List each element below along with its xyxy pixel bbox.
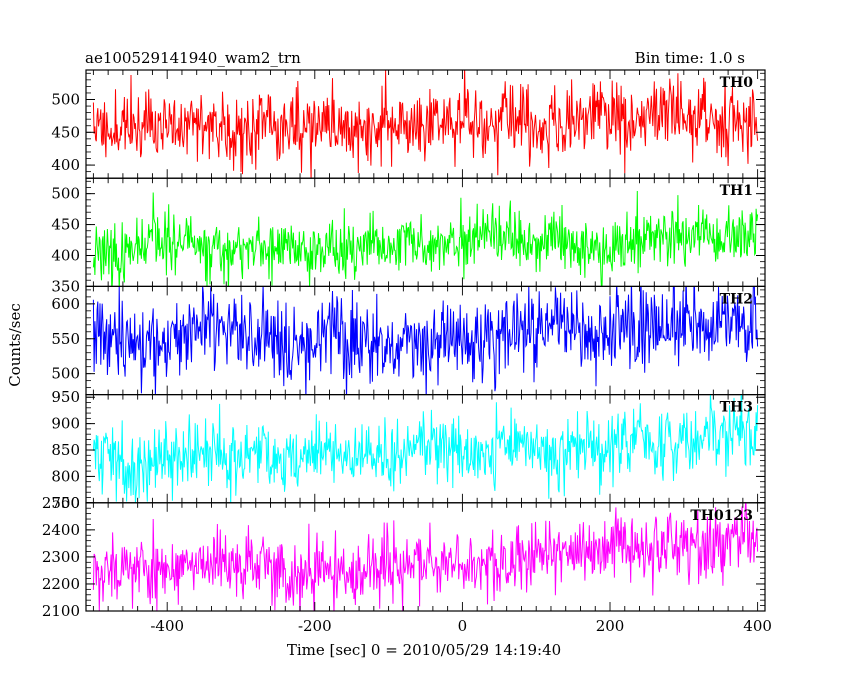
series-label: TH0	[720, 75, 754, 91]
y-tick-label: 500	[51, 185, 80, 203]
y-tick-label: 2200	[42, 575, 80, 593]
y-tick-label: 900	[51, 415, 80, 433]
y-tick-label: 800	[51, 467, 80, 485]
y-tick-label: 2100	[42, 602, 80, 620]
x-tick-label: 200	[596, 617, 625, 635]
x-tick-label: 400	[743, 617, 772, 635]
y-tick-label: 500	[51, 365, 80, 383]
panel-frame	[85, 502, 766, 612]
panel-th0: 400 450 500 TH0	[51, 69, 766, 179]
panel-th2: 500 550 600 TH2	[51, 285, 766, 396]
y-tick-label: 2400	[42, 521, 80, 539]
panel-th3: 750 800 850 900 950 TH3	[51, 388, 766, 512]
series-line-th1	[92, 190, 759, 287]
y-tick-label: 2300	[42, 548, 80, 566]
x-tick-label: -200	[298, 617, 332, 635]
panel-frame	[85, 394, 766, 504]
y-tick-label: 450	[51, 123, 80, 141]
series-label: TH3	[720, 400, 753, 416]
y-tick-label: 950	[51, 388, 80, 406]
y-tick-label: 2500	[42, 494, 80, 512]
y-tick-label: 500	[51, 91, 80, 109]
chart-title: ae100529141940_wam2_trn	[85, 49, 301, 67]
y-tick-label: 400	[51, 156, 80, 174]
y-tick-label: 450	[51, 216, 80, 234]
x-tick-label: -400	[150, 617, 184, 635]
y-tick-label: 850	[51, 441, 80, 459]
y-tick-label: 550	[51, 330, 80, 348]
series-label: TH0123	[690, 508, 753, 524]
y-tick-label: 750	[51, 494, 80, 512]
series-line-th0123	[92, 502, 759, 611]
y-tick-label: 400	[51, 246, 80, 264]
series-line-th0	[92, 70, 759, 179]
series-line-th3	[92, 394, 759, 503]
series-label: TH2	[720, 291, 753, 307]
x-axis-ticks: -400 -200 0 200 400	[150, 617, 772, 635]
y-tick-label: 600	[51, 295, 80, 313]
y-tick-label: 350	[51, 277, 80, 295]
panel-th0123: 2100 2200 2300 2400 2500 TH0123	[42, 494, 766, 620]
panels: 400 450 500 TH0 350 400 450 500 TH1 500 550 600 TH2 7…	[42, 69, 766, 620]
y-axis-label: Counts/sec	[6, 303, 24, 387]
series-label: TH1	[720, 183, 753, 199]
panel-th1: 350 400 450 500 TH1	[51, 177, 766, 295]
bin-time-label: Bin time: 1.0 s	[635, 49, 745, 67]
x-axis-label: Time [sec] 0 = 2010/05/29 14:19:40	[287, 641, 561, 659]
x-tick-label: 0	[458, 617, 468, 635]
series-line-th2	[92, 286, 759, 395]
